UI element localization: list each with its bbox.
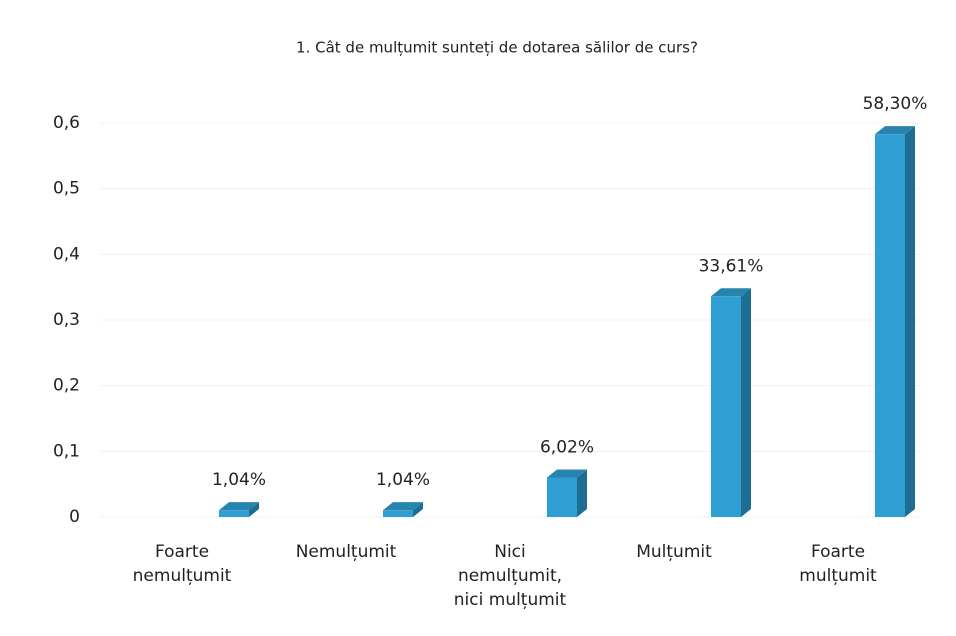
- x-tick-label: Nemulțumit: [295, 542, 397, 562]
- y-tick-label: 0: [69, 507, 80, 527]
- bar-side: [413, 502, 423, 517]
- bar-front: [875, 134, 905, 517]
- bar-front: [219, 510, 249, 517]
- x-tick-label: Foarte nemulțumit: [132, 542, 232, 586]
- y-tick-label: 0,1: [53, 441, 80, 461]
- bar-front: [383, 510, 413, 517]
- bar: [383, 502, 423, 517]
- y-tick-label: 0,6: [53, 113, 80, 133]
- bar-side: [249, 502, 259, 517]
- bar: [875, 126, 915, 517]
- bar: [219, 502, 259, 517]
- bar-side: [577, 469, 587, 517]
- bar-side: [741, 288, 751, 517]
- value-label: 1,04%: [376, 470, 430, 490]
- chart-title: 1. Cât de mulțumit sunteți de dotarea să…: [296, 39, 698, 57]
- bar-top: [711, 288, 751, 297]
- bar-top: [875, 126, 915, 135]
- value-label: 58,30%: [863, 94, 928, 114]
- y-tick-label: 0,5: [53, 179, 80, 199]
- bar-front: [711, 296, 741, 517]
- bar-top: [547, 469, 587, 478]
- bar-top: [383, 502, 423, 511]
- bar-front: [547, 477, 577, 517]
- value-label: 33,61%: [699, 256, 764, 276]
- bar: [547, 469, 587, 517]
- bar-side: [905, 126, 915, 517]
- x-tick-label: Nici nemulțumit, nici mulțumit: [453, 542, 567, 610]
- value-label: 1,04%: [212, 470, 266, 490]
- value-label: 6,02%: [540, 437, 594, 457]
- bar-top: [219, 502, 259, 511]
- x-tick-label: Foarte mulțumit: [799, 542, 877, 586]
- bar: [711, 288, 751, 517]
- y-tick-label: 0,4: [53, 244, 80, 264]
- y-tick-label: 0,3: [53, 310, 80, 330]
- y-tick-label: 0,2: [53, 376, 80, 396]
- x-tick-label: Mulțumit: [636, 542, 712, 562]
